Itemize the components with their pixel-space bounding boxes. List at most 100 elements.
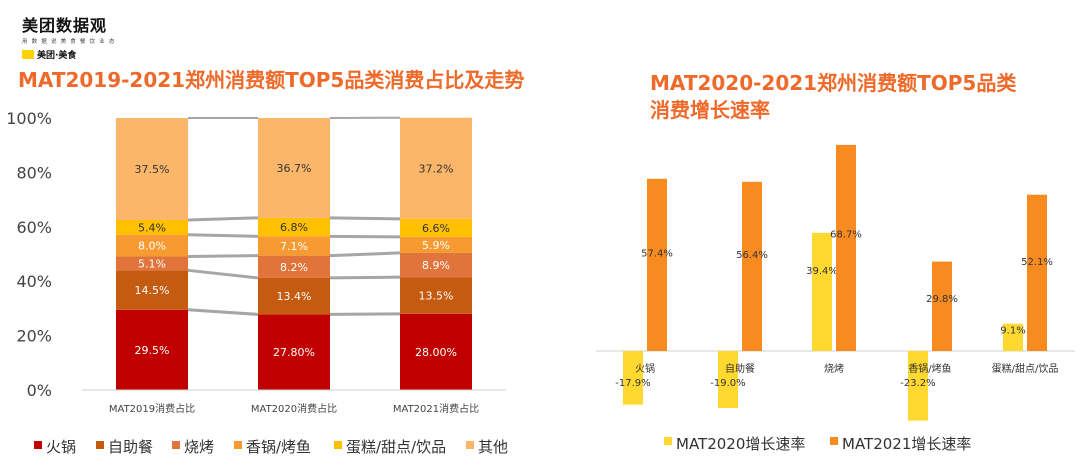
connector-line bbox=[187, 216, 259, 222]
legend-entry: MAT2020增长速率 bbox=[676, 435, 805, 453]
y-tick-label: 100% bbox=[6, 109, 52, 128]
right-chart-title-line1: MAT2020-2021郑州消费额TOP5品类 bbox=[650, 71, 1017, 95]
data-label: 5.1% bbox=[138, 257, 166, 270]
legend-swatch bbox=[830, 437, 838, 445]
bar bbox=[1027, 194, 1047, 351]
legend-entry: 火锅 bbox=[46, 438, 76, 456]
connector-line bbox=[329, 251, 401, 258]
x-tick-label: 烧烤 bbox=[824, 362, 844, 375]
legend-entry: 其他 bbox=[478, 438, 508, 456]
connector-line bbox=[187, 308, 259, 316]
bar-segment bbox=[400, 277, 472, 314]
bar-segment bbox=[258, 118, 330, 218]
logo-badge: 美团·美食 bbox=[22, 48, 116, 61]
bar bbox=[932, 261, 952, 351]
bar-segment bbox=[258, 236, 330, 256]
data-label: 29.8% bbox=[926, 294, 958, 305]
bar-segment bbox=[400, 252, 472, 278]
connector-line bbox=[187, 233, 259, 238]
data-label: 13.5% bbox=[419, 289, 454, 302]
connector-line bbox=[187, 268, 259, 280]
legend-swatch bbox=[664, 437, 672, 445]
bar-segment bbox=[116, 118, 188, 220]
data-label: 39.4% bbox=[806, 266, 838, 277]
legend-entry: 烧烤 bbox=[184, 438, 214, 456]
bar bbox=[647, 178, 667, 351]
legend-entry: 自助餐 bbox=[108, 438, 153, 456]
data-label: 6.6% bbox=[422, 222, 450, 235]
bar-segment bbox=[400, 218, 472, 237]
legend-entry: MAT2021增长速率 bbox=[842, 435, 971, 453]
connector-line bbox=[329, 234, 401, 239]
data-label: 5.4% bbox=[138, 221, 166, 234]
bar bbox=[836, 144, 856, 351]
connector-line bbox=[187, 254, 259, 258]
y-tick-label: 60% bbox=[16, 218, 52, 237]
bar-segment bbox=[400, 117, 472, 219]
bar-segment bbox=[116, 309, 188, 390]
data-label: 29.5% bbox=[135, 344, 170, 357]
right-chart-title: MAT2020-2021郑州消费额TOP5品类 消费增长速率 bbox=[650, 70, 1016, 124]
y-tick-label: 0% bbox=[27, 381, 52, 400]
bar-segment bbox=[400, 313, 472, 390]
data-label: 8.2% bbox=[280, 261, 308, 274]
bar bbox=[623, 351, 643, 405]
bar-segment bbox=[258, 277, 330, 315]
data-label: -19.0% bbox=[710, 378, 745, 389]
bar-segment bbox=[116, 256, 188, 271]
data-label: 7.1% bbox=[280, 240, 308, 253]
data-label: 9.1% bbox=[1000, 325, 1025, 336]
connector-line bbox=[329, 216, 401, 221]
legend-swatch bbox=[96, 441, 104, 449]
data-label: 13.4% bbox=[277, 290, 312, 303]
bar bbox=[1003, 323, 1023, 351]
data-label: 56.4% bbox=[736, 250, 768, 261]
data-label: 27.80% bbox=[273, 346, 315, 359]
data-label: -17.9% bbox=[615, 378, 650, 389]
x-tick-label: MAT2021消费占比 bbox=[393, 402, 479, 415]
legend-swatch bbox=[466, 441, 474, 449]
bar bbox=[742, 181, 762, 351]
right-chart-title-line2: 消费增长速率 bbox=[650, 98, 770, 122]
data-label: 8.0% bbox=[138, 240, 166, 253]
bar bbox=[812, 232, 832, 351]
logo: 美团数据观 用 数 据 说 美 食 餐 饮 业 态 美团·美食 bbox=[22, 12, 116, 61]
x-tick-label: MAT2020消费占比 bbox=[251, 402, 337, 415]
data-label: 8.9% bbox=[422, 259, 450, 272]
x-tick-label: MAT2019消费占比 bbox=[109, 402, 195, 415]
data-label: 52.1% bbox=[1021, 257, 1053, 268]
bar bbox=[908, 351, 928, 421]
bar bbox=[718, 351, 738, 408]
connector-line bbox=[329, 275, 401, 280]
x-tick-label: 蛋糕/甜点/饮品 bbox=[992, 362, 1059, 375]
left-chart-title: MAT2019-2021郑州消费额TOP5品类消费占比及走势 bbox=[18, 68, 525, 92]
data-label: 37.2% bbox=[419, 162, 454, 175]
data-label: 36.7% bbox=[277, 162, 312, 175]
bar-segment bbox=[258, 217, 330, 237]
bar-segment bbox=[116, 270, 188, 310]
meituan-mark-icon bbox=[22, 50, 34, 59]
data-label: 6.8% bbox=[280, 221, 308, 234]
data-label: 37.5% bbox=[135, 163, 170, 176]
bar-segment bbox=[400, 236, 472, 253]
data-label: 28.00% bbox=[415, 346, 457, 359]
x-tick-label: 火锅 bbox=[635, 363, 655, 375]
data-label: 5.9% bbox=[422, 239, 450, 252]
logo-tagline: 用 数 据 说 美 食 餐 饮 业 态 bbox=[22, 39, 116, 45]
stacked-share-chart: 0% 20% 40% 60% 80% 100% 29.5% 14.5% 5.1% 8.0% 5.4%… bbox=[6, 109, 508, 456]
legend-entry: 香锅/烤鱼 bbox=[246, 438, 311, 456]
logo-badge-text: 美团·美食 bbox=[37, 51, 77, 61]
bar-segment bbox=[258, 314, 330, 390]
legend-swatch bbox=[172, 441, 180, 449]
data-label: 14.5% bbox=[135, 284, 170, 297]
legend-entry: 蛋糕/甜点/饮品 bbox=[346, 438, 446, 456]
y-tick-label: 40% bbox=[16, 272, 52, 291]
legend-swatch bbox=[334, 441, 342, 449]
bar-segment bbox=[116, 234, 188, 257]
data-label: -23.2% bbox=[900, 378, 935, 389]
x-tick-label: 自助餐 bbox=[725, 362, 755, 375]
data-label: 57.4% bbox=[641, 248, 673, 259]
logo-name: 美团数据观 bbox=[22, 16, 108, 35]
bar-segment bbox=[258, 255, 330, 278]
